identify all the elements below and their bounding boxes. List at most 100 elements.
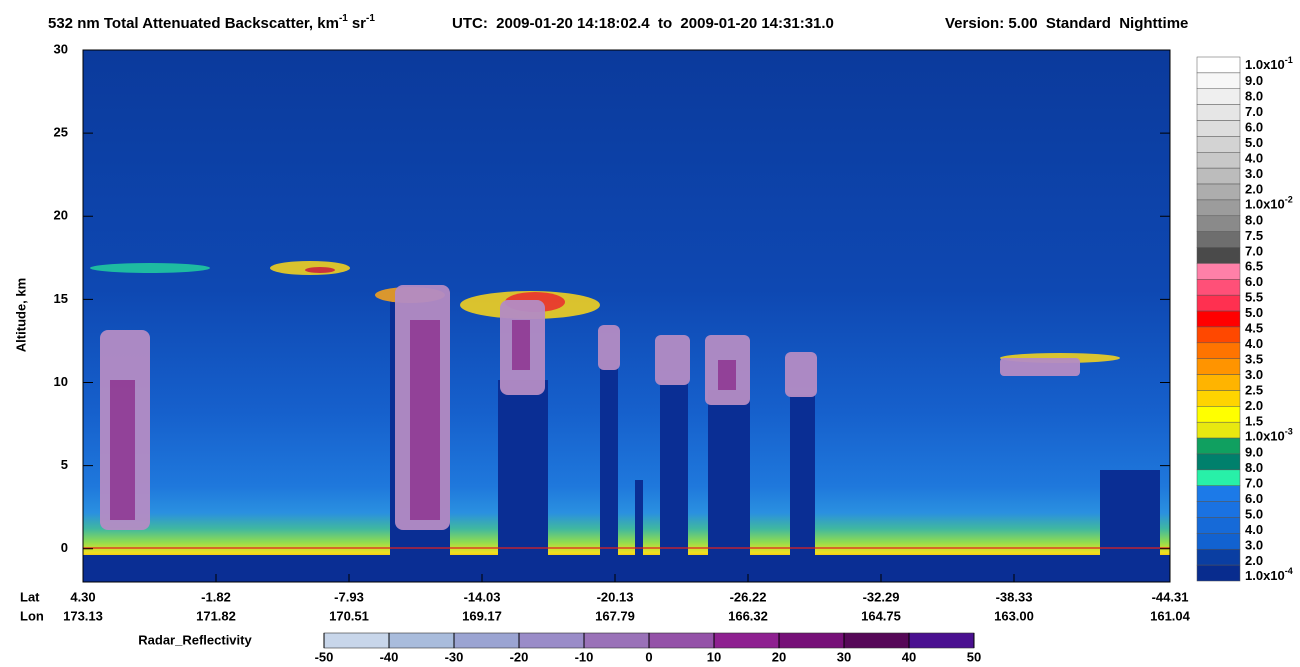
colorbar-label: 5.0	[1245, 135, 1263, 150]
colorbar-label: 2.0	[1245, 181, 1263, 196]
colorbar-box	[1196, 342, 1241, 359]
radar-box	[713, 632, 780, 649]
colorbar-label: 3.5	[1245, 352, 1263, 367]
lon-label: 163.00	[994, 608, 1034, 623]
chart-title: 532 nm Total Attenuated Backscatter, km-…	[48, 13, 375, 32]
colorbar-box	[1196, 136, 1241, 153]
colorbar-box	[1196, 72, 1241, 90]
y-tick-label: 10	[54, 374, 68, 389]
colorbar-label: 9.0	[1245, 445, 1263, 460]
colorbar-box	[1196, 390, 1241, 407]
radar-tick-label: -40	[380, 649, 399, 664]
colorbar-box	[1196, 374, 1241, 391]
y-tick-label: 5	[61, 457, 68, 472]
colorbar-label: 2.5	[1245, 383, 1263, 398]
colorbar-box	[1196, 294, 1241, 312]
radar-tick-label: 20	[772, 649, 786, 664]
colorbar-label: 4.0	[1245, 150, 1263, 165]
colorbar-label-base: 1.0x10	[1245, 197, 1285, 212]
lat-label: -1.82	[201, 589, 231, 604]
colorbar-label: 4.0	[1245, 336, 1263, 351]
colorbar-box	[1196, 310, 1241, 328]
colorbar-box	[1196, 437, 1241, 455]
colorbar-box	[1196, 564, 1241, 582]
colorbar-label: 6.5	[1245, 259, 1263, 274]
radar-box	[323, 632, 390, 649]
radar-tick-label: -10	[575, 649, 594, 664]
colorbar-label-base: 1.0x10	[1245, 57, 1285, 72]
colorbar-box	[1196, 104, 1241, 121]
colorbar-label: 1.0x10-2	[1245, 195, 1293, 212]
radar-box	[648, 632, 715, 649]
lon-label: 173.13	[63, 608, 103, 623]
radar-tick-label: -30	[445, 649, 464, 664]
colorbar-label: 8.0	[1245, 88, 1263, 103]
lat-label: -20.13	[597, 589, 634, 604]
colorbar-box	[1196, 326, 1241, 344]
lon-label: 167.79	[595, 608, 635, 623]
colorbar-box	[1196, 548, 1241, 566]
colorbar-label: 1.5	[1245, 414, 1263, 429]
lat-title: Lat	[20, 589, 40, 604]
colorbar-label: 4.5	[1245, 321, 1263, 336]
colorbar-label: 3.0	[1245, 537, 1263, 552]
lon-label: 166.32	[728, 608, 768, 623]
lat-label: 4.30	[70, 589, 95, 604]
colorbar-label: 2.0	[1245, 398, 1263, 413]
y-tick-label: 0	[61, 540, 68, 555]
colorbar-label: 4.0	[1245, 522, 1263, 537]
radar-label: Radar_Reflectivity	[138, 632, 252, 647]
version: Version: 5.00 Standard Nighttime	[945, 15, 1188, 32]
colorbar-box	[1196, 183, 1241, 201]
colorbar-box	[1196, 406, 1241, 423]
colorbar-label: 1.0x10-4	[1245, 566, 1293, 583]
radar-tick-label: 50	[967, 649, 981, 664]
colorbar-box	[1196, 501, 1241, 518]
colorbar-box	[1196, 517, 1241, 534]
colorbar-box	[1196, 231, 1241, 248]
colorbar-box	[1196, 485, 1241, 502]
lon-label: 169.17	[462, 608, 502, 623]
lat-label: -38.33	[996, 589, 1033, 604]
colorbar-label: 7.0	[1245, 104, 1263, 119]
radar-tick-label: -50	[315, 649, 334, 664]
colorbar-box	[1196, 533, 1241, 550]
y-axis-label: Altitude, km	[13, 278, 28, 352]
radar-box	[778, 632, 845, 649]
colorbar-box	[1196, 215, 1241, 232]
colorbar-box	[1196, 152, 1241, 169]
colorbar-box	[1196, 199, 1241, 217]
colorbar-label: 2.0	[1245, 553, 1263, 568]
colorbar-label-exp: -3	[1285, 427, 1293, 437]
colorbar-label: 8.0	[1245, 212, 1263, 227]
colorbar-box	[1196, 120, 1241, 137]
lat-label: -7.93	[334, 589, 364, 604]
colorbar-box	[1196, 453, 1241, 471]
colorbar-label: 1.0x10-1	[1245, 55, 1293, 72]
colorbar-label: 7.0	[1245, 243, 1263, 258]
colorbar-label-exp: -4	[1285, 566, 1293, 576]
radar-tick-label: 30	[837, 649, 851, 664]
colorbar-label: 9.0	[1245, 73, 1263, 88]
lat-label: -32.29	[863, 589, 900, 604]
radar-box	[583, 632, 650, 649]
lat-label: -14.03	[464, 589, 501, 604]
radar-box	[388, 632, 455, 649]
colorbar-label-base: 1.0x10	[1245, 568, 1285, 583]
colorbar-label: 5.0	[1245, 506, 1263, 521]
lat-label: -26.22	[730, 589, 767, 604]
lon-label: 170.51	[329, 608, 369, 623]
colorbar-box	[1196, 358, 1241, 375]
radar-box	[518, 632, 585, 649]
colorbar-box	[1196, 167, 1241, 185]
colorbar-label: 5.5	[1245, 290, 1263, 305]
colorbar-label: 5.0	[1245, 305, 1263, 320]
colorbar-label: 7.0	[1245, 476, 1263, 491]
colorbar-label-exp: -2	[1285, 195, 1293, 205]
y-tick-label: 30	[54, 41, 68, 56]
radar-box	[908, 632, 975, 649]
colorbar-box	[1196, 263, 1241, 280]
colorbar-box	[1196, 247, 1241, 264]
backscatter-image	[83, 50, 1170, 582]
